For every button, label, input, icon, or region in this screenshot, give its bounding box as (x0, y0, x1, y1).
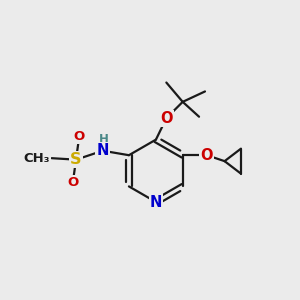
Text: O: O (200, 148, 213, 163)
Text: N: N (150, 194, 162, 209)
Text: N: N (97, 143, 109, 158)
Text: O: O (160, 111, 172, 126)
Text: O: O (74, 130, 85, 143)
Text: O: O (68, 176, 79, 189)
Text: H: H (99, 133, 109, 146)
Text: S: S (70, 152, 82, 167)
Text: CH₃: CH₃ (24, 152, 50, 165)
